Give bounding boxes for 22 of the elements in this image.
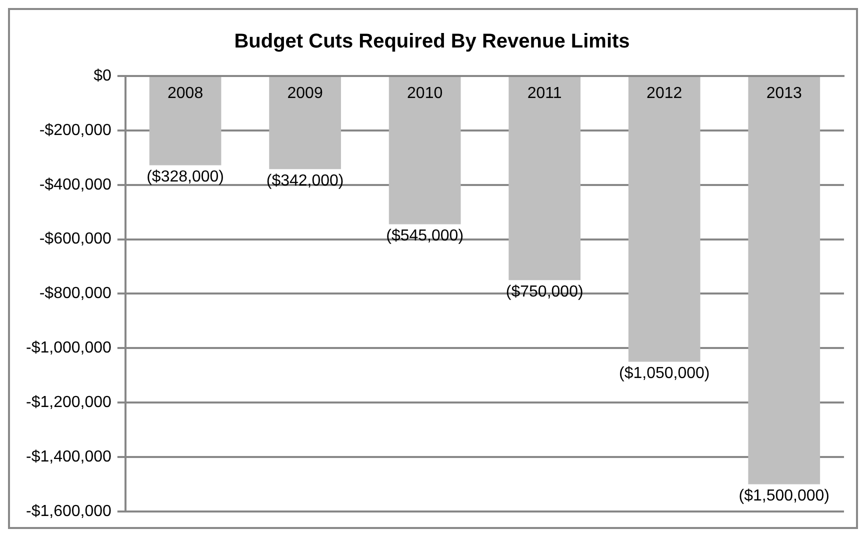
chart-title: Budget Cuts Required By Revenue Limits (234, 30, 630, 53)
y-tick-label: -$600,000 (39, 230, 112, 248)
y-tick-label: -$200,000 (39, 122, 112, 139)
y-tick-label: -$400,000 (39, 176, 112, 194)
data-label: ($342,000) (266, 172, 344, 190)
x-tick-label: 2010 (407, 85, 443, 102)
data-label: ($545,000) (386, 228, 464, 245)
data-label: ($328,000) (146, 168, 224, 186)
data-label: ($1,050,000) (618, 365, 710, 382)
data-label: ($750,000) (506, 284, 584, 300)
x-tick-label: 2013 (766, 85, 802, 102)
y-tick-label: -$1,000,000 (26, 340, 112, 357)
x-tick-label: 2011 (527, 85, 562, 102)
x-tick-label: 2009 (287, 85, 323, 102)
y-tick-label: $0 (94, 67, 112, 84)
y-tick-label: -$1,400,000 (26, 448, 112, 466)
data-label: ($1,500,000) (738, 488, 830, 505)
x-tick-label: 2008 (167, 85, 204, 102)
y-tick-label: -$800,000 (39, 285, 112, 302)
y-tick-label: -$1,600,000 (26, 502, 112, 520)
x-tick-label: 2012 (646, 85, 682, 102)
y-tick-label: -$1,200,000 (26, 394, 112, 411)
